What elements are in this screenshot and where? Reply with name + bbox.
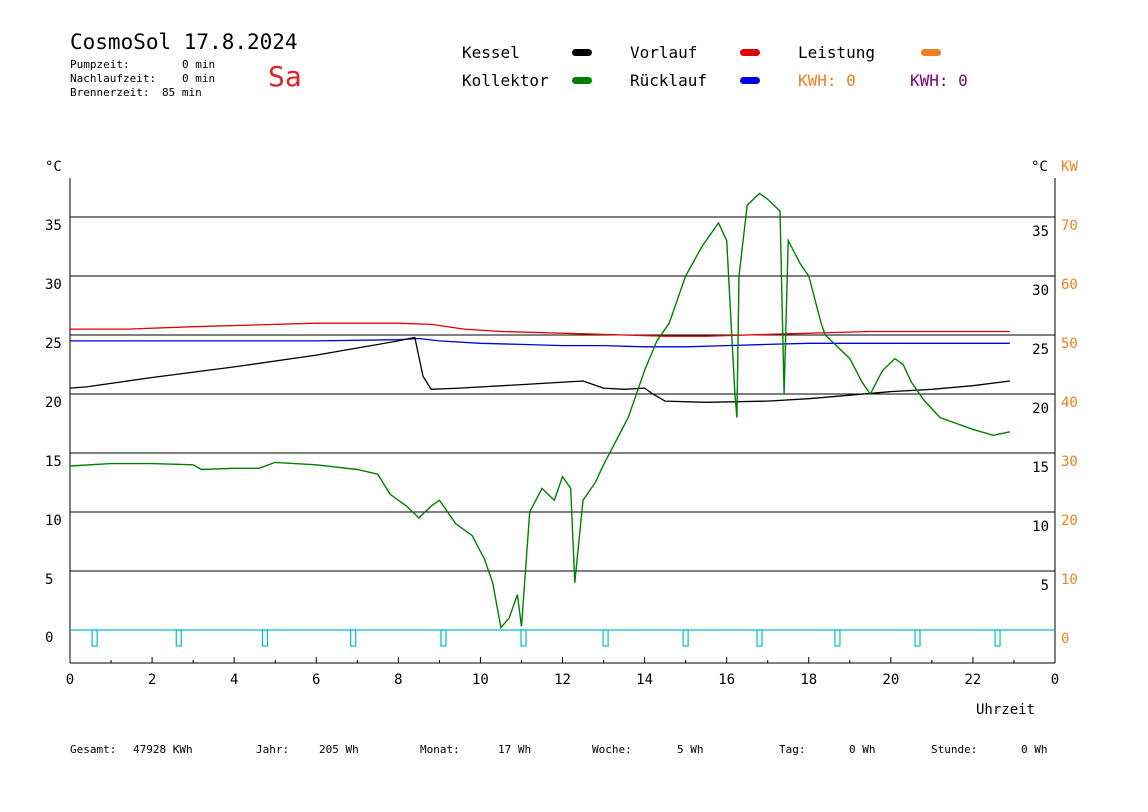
x-tick-label: 2	[148, 672, 156, 688]
legend-vorlauf-label: Vorlauf	[630, 43, 698, 62]
y-tick-label-left: 5	[45, 572, 53, 588]
pulse-marker	[834, 629, 841, 647]
legend-vorlauf-swatch	[740, 49, 760, 56]
pulse-marker	[520, 629, 527, 647]
y-tick-label-kw: 30	[1061, 454, 1078, 470]
x-axis-label: Uhrzeit	[976, 702, 1035, 718]
pulse-marker	[175, 629, 182, 647]
y-tick-label-kw: 60	[1061, 277, 1078, 293]
pulse-marker	[914, 629, 921, 647]
y-axis-label-left: °C	[45, 159, 62, 175]
footer-tag-value: 0 Wh	[849, 743, 876, 756]
footer-woche-value: 5 Wh	[677, 743, 704, 756]
footer-monat-label: Monat:	[420, 743, 460, 756]
x-tick-label: 8	[394, 672, 402, 688]
pulse-marker	[350, 629, 357, 647]
y-tick-label-kw: 50	[1061, 336, 1078, 352]
y-tick-label-left: 35	[45, 218, 62, 234]
pulse-marker	[756, 629, 763, 647]
y-tick-label-kw: 10	[1061, 572, 1078, 588]
legend-kessel-label: Kessel	[462, 43, 520, 62]
legend-kollektor-label: Kollektor	[462, 71, 549, 90]
y-tick-label-left: 25	[45, 336, 62, 352]
footer-stunde-value: 0 Wh	[1021, 743, 1048, 756]
y-tick-label-left: 20	[45, 395, 62, 411]
weekday-label: Sa	[268, 60, 302, 93]
x-tick-label: 22	[964, 672, 981, 688]
y-tick-label-right: 25	[1032, 342, 1049, 358]
stat-nachlaufzeit-label: Nachlaufzeit:	[70, 72, 157, 85]
y-tick-label-kw: 20	[1061, 513, 1078, 529]
legend-leistung-swatch	[921, 49, 941, 56]
pulse-marker	[440, 629, 447, 647]
footer-tag-label: Tag:	[779, 743, 806, 756]
footer-gesamt-label: Gesamt:	[70, 743, 117, 756]
y-tick-label-left: 10	[45, 513, 62, 529]
footer-gesamt-value: 47928 KWh	[133, 743, 193, 756]
y-tick-label-kw: 40	[1061, 395, 1078, 411]
x-tick-label: 14	[636, 672, 653, 688]
stat-brennerzeit-value: 85 min	[162, 86, 202, 99]
pulse-marker	[602, 629, 609, 647]
pulse-marker	[261, 629, 269, 647]
x-tick-label: 10	[472, 672, 489, 688]
y-tick-label-right: 35	[1032, 224, 1049, 240]
y-tick-label-kw: 70	[1061, 218, 1078, 234]
y-tick-label-left: 0	[45, 630, 53, 646]
footer-woche-label: Woche:	[592, 743, 632, 756]
series-line-kessel	[69, 336, 1010, 403]
legend-leistung-label: Leistung	[798, 43, 876, 62]
y-tick-label-left: 15	[45, 454, 62, 470]
y-tick-label-left: 30	[45, 277, 62, 293]
series-line-vorlauf	[70, 322, 1010, 337]
legend-kessel-swatch	[572, 49, 592, 56]
footer-stunde-label: Stunde:	[931, 743, 978, 756]
y-axis-label-kw: KW	[1061, 159, 1078, 175]
footer-monat-value: 17 Wh	[498, 743, 532, 756]
stat-pumpzeit-value: 0 min	[182, 58, 216, 71]
y-tick-label-kw: 0	[1061, 631, 1069, 647]
pulse-marker	[91, 629, 98, 647]
y-tick-label-right: 5	[1041, 578, 1049, 594]
y-tick-label-right: 10	[1032, 519, 1049, 535]
page-title: CosmoSol 17.8.2024	[70, 30, 298, 54]
kwh-orange-value: KWH: 0	[798, 71, 856, 90]
pulse-marker	[682, 629, 689, 647]
pulse-marker	[994, 629, 1001, 647]
x-tick-label: 18	[800, 672, 817, 688]
y-tick-label-right: 15	[1032, 460, 1049, 476]
y-tick-label-right: 20	[1032, 401, 1049, 417]
x-tick-label: 20	[882, 672, 899, 688]
series-line-kollektor	[69, 192, 1011, 630]
x-tick-label: 4	[230, 672, 238, 688]
stat-brennerzeit-label: Brennerzeit:	[70, 86, 150, 99]
footer-jahr-value: 205 Wh	[319, 743, 359, 756]
legend-ruecklauf-swatch	[740, 77, 760, 84]
series-line-rcklauf	[70, 337, 1010, 348]
x-tick-label: 0	[1051, 672, 1059, 688]
footer-jahr-label: Jahr:	[256, 743, 290, 756]
x-tick-label: 12	[554, 672, 571, 688]
kwh-purple-value: KWH: 0	[910, 71, 968, 90]
stat-nachlaufzeit-value: 0 min	[182, 72, 216, 85]
x-tick-label: 16	[718, 672, 735, 688]
x-tick-label: 0	[66, 672, 74, 688]
x-tick-label: 6	[312, 672, 320, 688]
legend-ruecklauf-label: Rücklauf	[630, 71, 708, 90]
stat-pumpzeit-label: Pumpzeit:	[70, 58, 130, 71]
y-tick-label-right: 30	[1032, 283, 1049, 299]
legend-kollektor-swatch	[572, 77, 592, 84]
y-axis-label-right: °C	[1031, 159, 1048, 175]
